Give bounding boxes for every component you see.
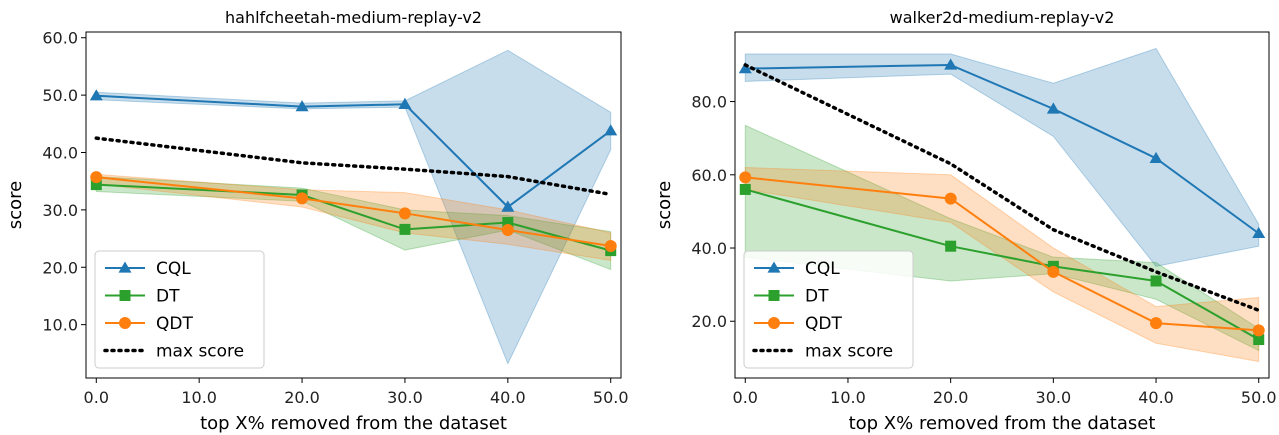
data-point-qdt (398, 207, 411, 220)
x-axis-label: top X% removed from the dataset (200, 413, 507, 434)
x-tick-label: 10.0 (181, 388, 217, 407)
legend-marker-qdt (119, 317, 131, 329)
data-point-cql (944, 58, 958, 70)
x-tick-label: 20.0 (284, 388, 320, 407)
band-qdt (95, 173, 612, 261)
x-tick-label: 10.0 (830, 388, 866, 407)
data-point-qdt (944, 192, 957, 205)
band-qdt (744, 166, 1260, 363)
legend-label-max-score: max score (156, 342, 244, 362)
data-point-qdt (90, 171, 103, 184)
x-tick-label: 40.0 (1138, 388, 1174, 407)
data-point-cql (1252, 226, 1266, 239)
legend-marker-dt (119, 290, 131, 301)
x-tick-label: 20.0 (933, 388, 969, 407)
band-dt (95, 176, 612, 271)
x-tick-label: 50.0 (593, 388, 629, 407)
legend-marker-cql (118, 261, 132, 273)
data-point-qdt (1150, 317, 1163, 330)
x-tick-label: 30.0 (387, 388, 423, 407)
data-point-cql (1149, 151, 1163, 163)
data-point-qdt (604, 240, 617, 253)
legend-box (94, 250, 265, 369)
chart-halfcheetah: 0.0 10.0 20.0 30.0 40.0 50.0 10.0 20.0 30.0 40.0 5… (5, 8, 629, 434)
series-line-max-score (743, 63, 1261, 313)
series-line-max-score (94, 136, 613, 197)
data-point-cql (89, 89, 103, 101)
x-tick-label: 0.0 (84, 388, 109, 407)
data-point-cql (1046, 102, 1060, 114)
legend-label-qdt: QDT (805, 314, 842, 334)
data-point-dt (399, 223, 411, 235)
data-point-dt (1150, 275, 1162, 287)
chart-walker2d: 0.0 10.0 20.0 30.0 40.0 50.0 20.0 40.0 60.0 80.0 w… (654, 8, 1277, 434)
data-point-cql (738, 62, 752, 74)
data-point-cql (398, 97, 412, 109)
data-point-cql (501, 200, 515, 212)
x-tick-label: 0.0 (733, 388, 758, 407)
legend: CQL DT QDT max score (94, 250, 265, 369)
x-axis-label: top X% removed from the dataset (849, 413, 1156, 434)
x-tick-label: 40.0 (490, 388, 526, 407)
legend-label-dt: DT (805, 287, 829, 307)
legend-label-cql: CQL (805, 259, 840, 279)
data-point-qdt (1252, 324, 1265, 337)
y-tick-label: 60.0 (691, 166, 727, 185)
data-point-dt (1253, 334, 1265, 346)
legend-marker-qdt (768, 317, 780, 329)
y-tick-label: 30.0 (42, 201, 78, 220)
data-point-dt (945, 240, 957, 252)
data-point-dt (739, 183, 751, 195)
y-tick-label: 10.0 (42, 316, 78, 335)
legend-label-qdt: QDT (156, 314, 193, 334)
legend-label-dt: DT (156, 287, 180, 307)
data-point-dt (502, 217, 514, 229)
data-point-qdt (296, 192, 309, 205)
chart-title: walker2d-medium-replay-v2 (890, 8, 1115, 27)
plot-frame (734, 31, 1270, 379)
y-axis-label: score (5, 181, 26, 229)
data-point-qdt (501, 223, 514, 236)
chart-title: hahlfcheetah-medium-replay-v2 (225, 8, 482, 27)
y-tick-label: 60.0 (42, 29, 78, 48)
data-point-qdt (739, 171, 752, 184)
y-tick-label: 50.0 (42, 86, 78, 105)
y-tick-label: 80.0 (691, 93, 727, 112)
x-tick-label: 30.0 (1036, 388, 1072, 407)
data-point-dt (90, 179, 102, 191)
plot-frame (85, 31, 622, 379)
data-point-cql (295, 100, 309, 112)
y-tick-label: 40.0 (42, 143, 78, 162)
legend-label-cql: CQL (156, 259, 191, 279)
y-axis-label: score (654, 181, 675, 229)
legend: CQL DT QDT max score (743, 250, 914, 369)
legend-marker-cql (767, 261, 781, 273)
legend-marker-dt (768, 290, 780, 301)
data-point-cql (604, 124, 618, 136)
y-tick-label: 40.0 (691, 239, 727, 258)
y-tick-label: 20.0 (42, 258, 78, 277)
x-tick-label: 50.0 (1241, 388, 1277, 407)
legend-label-max-score: max score (805, 342, 893, 362)
band-cql (95, 49, 612, 365)
legend-box (743, 250, 914, 369)
band-cql (744, 47, 1260, 267)
data-point-qdt (1047, 265, 1060, 278)
y-tick-label: 20.0 (691, 312, 727, 331)
